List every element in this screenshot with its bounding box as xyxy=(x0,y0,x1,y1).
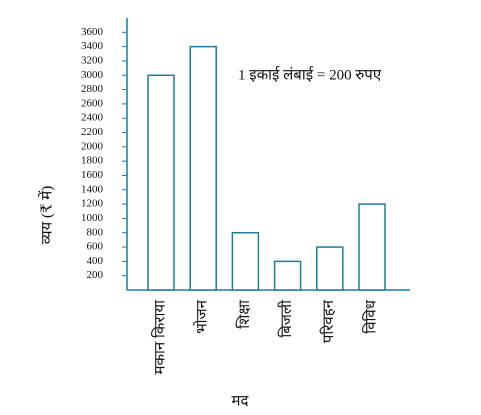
y-tick-label: 1600 xyxy=(81,169,104,181)
x-tick-label: विविध xyxy=(361,299,379,333)
y-tick-label: 600 xyxy=(87,241,104,253)
y-tick-label: 3600 xyxy=(81,26,104,38)
bar xyxy=(231,231,260,291)
annotation: 1 इकाई लंबाई = 200 रुपए xyxy=(238,65,382,83)
x-tick-label: भोजन xyxy=(193,299,211,334)
x-tick-label: बिजली xyxy=(277,299,295,338)
y-tick-label: 1200 xyxy=(81,198,104,210)
y-tick-label: 1800 xyxy=(81,155,104,167)
y-tick-label: 3200 xyxy=(81,54,104,66)
x-tick-label: शिक्षा xyxy=(235,299,253,329)
bar xyxy=(147,74,175,291)
bar xyxy=(358,203,386,291)
y-tick-label: 2000 xyxy=(81,140,104,152)
y-axis-label: व्यय (₹ में) xyxy=(37,186,55,245)
y-tick-label: 2600 xyxy=(81,97,104,109)
x-tick-label: मकान किराया xyxy=(150,299,168,375)
bar xyxy=(316,246,344,291)
y-tick-label: 1400 xyxy=(81,183,104,195)
y-tick-label: 400 xyxy=(87,255,104,267)
y-tick-label: 3000 xyxy=(81,69,104,81)
y-tick-label: 200 xyxy=(87,269,104,281)
y-tick-label: 2400 xyxy=(81,112,104,124)
bar xyxy=(273,260,302,291)
x-tick-label: परिवहन xyxy=(319,299,337,343)
x-axis-label: मद xyxy=(232,393,250,409)
bar xyxy=(189,45,217,291)
y-tick-label: 1000 xyxy=(81,212,104,224)
y-tick-label: 3400 xyxy=(81,40,104,52)
y-tick-label: 800 xyxy=(87,226,104,238)
y-tick-label: 2200 xyxy=(81,126,104,138)
y-tick-label: 2800 xyxy=(81,83,104,95)
